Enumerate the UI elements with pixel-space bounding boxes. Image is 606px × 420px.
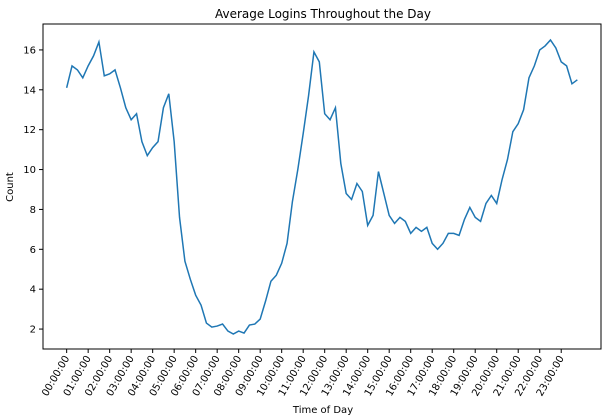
plot-frame [42,23,602,350]
y-tick-label: 14 [23,85,36,96]
y-tick-label: 16 [23,45,36,56]
series-line-avg-logins [65,38,578,335]
y-tick-label: 10 [23,165,36,176]
y-tick-label: 6 [30,245,36,256]
y-axis: 2 4 6 8 10 12 14 16 [23,45,43,336]
y-tick-label: 8 [30,205,36,216]
y-tick-label: 2 [30,325,36,336]
y-axis-label: Count [5,172,16,202]
chart-title: Average Logins Throughout the Day [215,7,431,21]
y-tick-label: 12 [23,125,36,136]
y-tick-label: 4 [30,285,36,296]
x-axis: 00:00:0001:00:0002:00:0003:00:0004:00:00… [40,349,567,398]
x-axis-label: Time of Day [292,405,353,416]
